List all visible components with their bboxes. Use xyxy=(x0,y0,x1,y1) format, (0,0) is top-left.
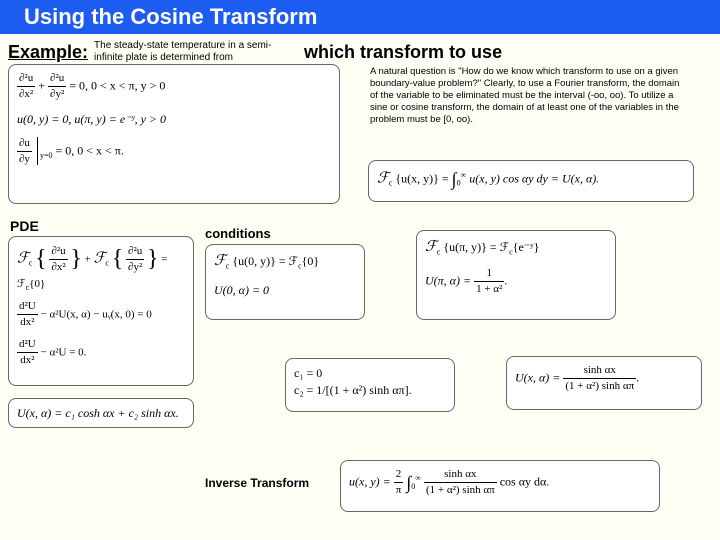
eq-bc1: u(0, y) = 0, u(π, y) = e⁻ʸ, y > 0 xyxy=(17,111,331,128)
example-desc: The steady-state temperature in a semi-i… xyxy=(94,40,274,64)
panel-gensol: U(x, α) = c₁ cosh αx + c₂ sinh αx. xyxy=(8,398,194,428)
eq-ode1: d²Udx² − α²U(x, α) − uᵧ(x, 0) = 0 xyxy=(17,299,185,331)
conditions-label: conditions xyxy=(205,226,271,241)
inverse-label: Inverse Transform xyxy=(205,476,309,490)
title-bar: Using the Cosine Transform xyxy=(0,0,720,34)
panel-usol: U(x, α) = sinh αx(1 + α²) sinh απ. xyxy=(506,356,702,410)
example-row: Example: The steady-state temperature in… xyxy=(0,34,720,66)
eq-bc2: ∂u∂y y=0 = 0, 0 < x < π. xyxy=(17,136,331,168)
panel-inverse: u(x, y) = 2π ∫0∞ sinh αx(1 + α²) sinh απ… xyxy=(340,460,660,512)
eq-gensol: U(x, α) = c₁ cosh αx + c₂ sinh αx. xyxy=(17,406,179,420)
which-text: A natural question is "How do we know wh… xyxy=(370,66,690,125)
eq-laplace: ∂²u∂x² + ∂²u∂y² = 0, 0 < x < π, y > 0 xyxy=(17,71,331,103)
panel-problem: ∂²u∂x² + ∂²u∂y² = 0, 0 < x < π, y > 0 u(… xyxy=(8,64,340,204)
eq-ode2: d²Udx² − α²U = 0. xyxy=(17,337,185,369)
example-label: Example: xyxy=(8,42,88,63)
eq-cond1: ℱc {u(0, y)} = ℱc{0} xyxy=(214,251,356,272)
panel-coeff: c₁ = 0 c₂ = 1/[(1 + α²) sinh απ]. xyxy=(285,358,455,412)
eq-cond2-res: U(π, α) = 11 + α². xyxy=(425,266,607,298)
which-title: which transform to use xyxy=(304,42,502,63)
eq-cond2: ℱc {u(π, y)} = ℱc{e⁻ʸ} xyxy=(425,237,607,258)
title-text: Using the Cosine Transform xyxy=(24,4,317,29)
panel-cond-right: ℱc {u(π, y)} = ℱc{e⁻ʸ} U(π, α) = 11 + α²… xyxy=(416,230,616,320)
pde-label: PDE xyxy=(10,218,39,234)
eq-pde-tr: ℱc { ∂²u∂x² } + ℱc { ∂²u∂y² } = ℱc{0} xyxy=(17,243,185,293)
panel-cond-left: ℱc {u(0, y)} = ℱc{0} U(0, α) = 0 xyxy=(205,244,365,320)
eq-c1: c₁ = 0 xyxy=(294,365,446,382)
eq-cond1-res: U(0, α) = 0 xyxy=(214,282,356,299)
eq-c2: c₂ = 1/[(1 + α²) sinh απ]. xyxy=(294,382,446,399)
panel-pde-transform: ℱc { ∂²u∂x² } + ℱc { ∂²u∂y² } = ℱc{0} d²… xyxy=(8,236,194,386)
panel-transform-def: ℱc {u(x, y)} = ∫0∞ u(x, y) cos αy dy = U… xyxy=(368,160,694,202)
